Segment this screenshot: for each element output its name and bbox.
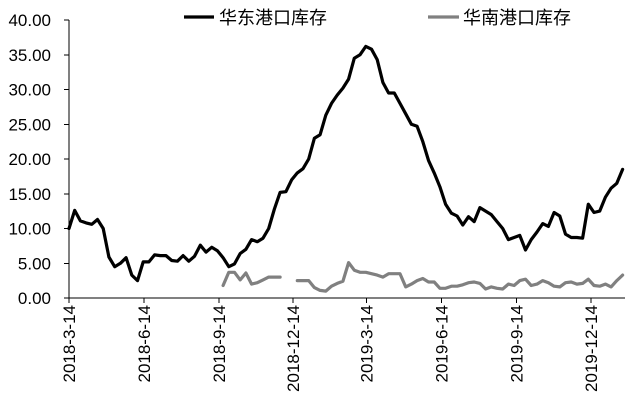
y-tick-label: 40.00 (8, 11, 51, 30)
y-tick-label: 30.00 (8, 81, 51, 100)
x-tick-label: 2019-12-14 (582, 305, 601, 392)
legend-label-huanan: 华南港口库存 (463, 8, 571, 29)
legend-item-huanan: 华南港口库存 (428, 8, 571, 29)
y-axis: 0.00 5.00 10.00 15.00 20.00 25.00 30.00 35.00 40… (8, 11, 70, 308)
y-tick-label: 0.00 (18, 289, 51, 308)
y-tick-label: 5.00 (18, 254, 51, 273)
legend-item-huadong: 华东港口库存 (184, 8, 327, 29)
x-tick-label: 2018-3-14 (60, 305, 79, 383)
x-tick-label: 2018-12-14 (284, 305, 303, 392)
x-tick-label: 2019-3-14 (358, 305, 377, 383)
y-tick-label: 25.00 (8, 115, 51, 134)
y-tick-label: 15.00 (8, 185, 51, 204)
y-tick-label: 35.00 (8, 46, 51, 65)
x-tick-label: 2018-6-14 (135, 305, 154, 383)
legend-label-huadong: 华东港口库存 (219, 8, 327, 29)
y-tick-label: 10.00 (8, 220, 51, 239)
y-tick-label: 20.00 (8, 150, 51, 169)
x-tick-label: 2018-9-14 (210, 305, 229, 383)
series-line-huanan (221, 261, 625, 293)
x-tick-label: 2019-9-14 (508, 305, 527, 383)
x-axis: 2018-3-14 2018-6-14 2018-9-14 2018-12-14 201… (60, 297, 625, 392)
legend: 华东港口库存 华南港口库存 (184, 8, 571, 29)
series-line-huadong (67, 44, 625, 283)
plot-area (67, 44, 625, 293)
x-tick-label: 2019-6-14 (433, 305, 452, 383)
